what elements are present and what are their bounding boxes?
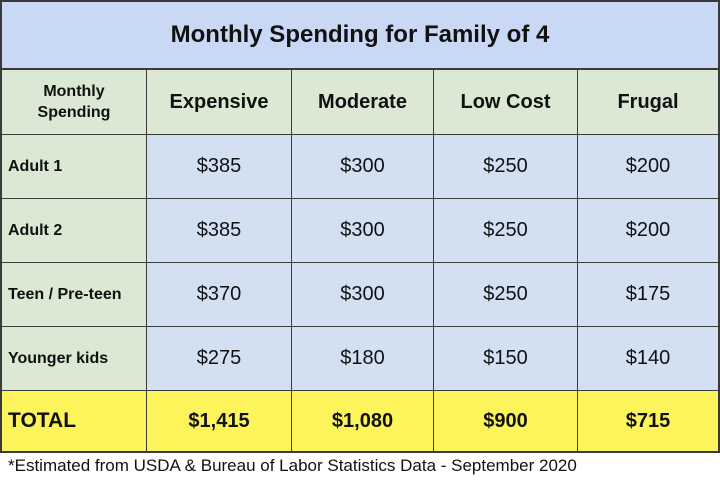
- table-title: Monthly Spending for Family of 4: [2, 2, 718, 70]
- header-cell: Monthly Spending: [2, 70, 147, 135]
- cell-text: TOTAL: [8, 409, 77, 432]
- value-cell: $370: [147, 263, 292, 327]
- value-cell: $385: [147, 135, 292, 199]
- footnote: *Estimated from USDA & Bureau of Labor S…: [8, 456, 577, 475]
- total-cell: $715: [578, 391, 718, 451]
- cell-text: $200: [625, 219, 671, 241]
- header-cell: Low Cost: [434, 70, 578, 135]
- total-cell: $1,415: [147, 391, 292, 451]
- value-cell: $200: [578, 135, 718, 199]
- cell-text: $300: [340, 283, 385, 305]
- value-cell: $140: [578, 327, 718, 391]
- value-cell: $200: [578, 199, 718, 263]
- row-label: Adult 2: [2, 199, 147, 263]
- header-cell: Moderate: [292, 70, 434, 135]
- cell-text: $385: [196, 155, 242, 177]
- value-cell: $275: [147, 327, 292, 391]
- value-cell: $300: [292, 135, 434, 199]
- cell-text: Expensive: [169, 90, 269, 113]
- value-cell: $300: [292, 199, 434, 263]
- value-cell: $150: [434, 327, 578, 391]
- value-cell: $385: [147, 199, 292, 263]
- cell-text: Moderate: [318, 90, 407, 113]
- cell-text: Teen / Pre-teen: [8, 285, 122, 303]
- cell-text: Younger kids: [8, 349, 109, 367]
- cell-text: $300: [340, 219, 385, 241]
- cell-text: $250: [483, 283, 528, 305]
- cell-text: $180: [340, 347, 385, 369]
- header-cell: Frugal: [578, 70, 718, 135]
- cell-text: Adult 2: [8, 221, 63, 239]
- cell-text: $300: [340, 155, 385, 177]
- cell-text: $275: [196, 347, 242, 369]
- value-cell: $250: [434, 263, 578, 327]
- value-cell: $180: [292, 327, 434, 391]
- row-label: Teen / Pre-teen: [2, 263, 147, 327]
- cell-text: Frugal: [617, 90, 679, 113]
- cell-text: $1,080: [331, 409, 394, 432]
- cell-text: $385: [196, 219, 242, 241]
- cell-text: $175: [625, 283, 671, 305]
- cell-text: Monthly Spending: [37, 83, 111, 121]
- spending-table: Monthly Spending for Family of 4 Monthly…: [0, 0, 720, 453]
- cell-text: $370: [196, 283, 242, 305]
- value-cell: $250: [434, 135, 578, 199]
- total-cell: $900: [434, 391, 578, 451]
- header-cell: Expensive: [147, 70, 292, 135]
- cell-text: $715: [625, 409, 671, 432]
- cell-text: $200: [625, 155, 671, 177]
- cell-text: $150: [483, 347, 528, 369]
- cell-text: Low Cost: [460, 90, 551, 113]
- cell-text: $900: [483, 409, 528, 432]
- cell-text: $250: [483, 219, 528, 241]
- cell-text: Adult 1: [8, 157, 63, 175]
- row-label: Adult 1: [2, 135, 147, 199]
- value-cell: $175: [578, 263, 718, 327]
- cell-text: $250: [483, 155, 528, 177]
- value-cell: $300: [292, 263, 434, 327]
- row-label: Younger kids: [2, 327, 147, 391]
- cell-text: $1,415: [188, 409, 250, 432]
- value-cell: $250: [434, 199, 578, 263]
- cell-text: $140: [625, 347, 671, 369]
- total-cell: TOTAL: [2, 391, 147, 451]
- total-cell: $1,080: [292, 391, 434, 451]
